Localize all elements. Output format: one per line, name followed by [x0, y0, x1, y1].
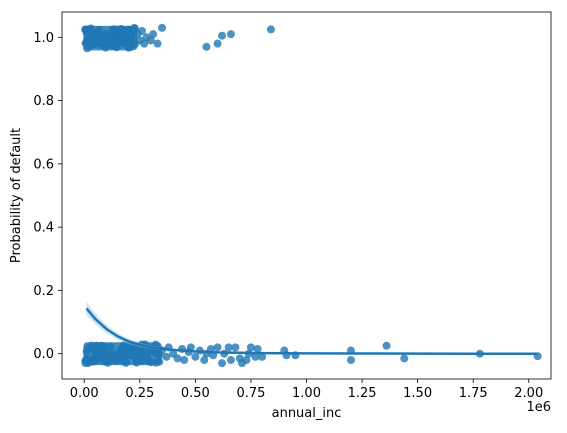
y-tick-label: 0.8 [33, 94, 54, 109]
x-tick-label: 1.50 [403, 386, 432, 401]
data-point [99, 345, 108, 354]
x-tick-label: 2.00 [514, 386, 543, 401]
x-axis-label: annual_inc [272, 406, 342, 421]
data-point [136, 346, 145, 355]
regression-fit-line [85, 307, 538, 355]
data-point [224, 343, 233, 352]
y-axis-label: Probability of default [9, 128, 24, 263]
x-tick-label: 1.00 [292, 386, 321, 401]
data-point [94, 31, 103, 40]
data-point [202, 42, 211, 51]
data-point [112, 356, 121, 365]
data-point [231, 343, 240, 352]
data-point [218, 359, 227, 368]
data-point [114, 35, 123, 44]
data-point [400, 354, 409, 363]
data-point [155, 357, 164, 366]
x-tick-label: 1.75 [459, 386, 488, 401]
data-point [146, 36, 155, 45]
x-tick-label: 1.25 [348, 386, 377, 401]
data-point [153, 39, 162, 48]
y-tick-label: 0.0 [33, 347, 54, 362]
data-point [100, 40, 109, 49]
data-point [138, 26, 147, 35]
data-point [382, 341, 391, 350]
data-point [213, 343, 222, 352]
data-point [127, 351, 136, 360]
data-point [200, 356, 209, 365]
data-point [119, 357, 128, 366]
data-point [213, 39, 222, 48]
data-point [151, 348, 160, 357]
data-point [346, 356, 355, 365]
y-tick-label: 1.0 [33, 31, 54, 46]
y-tick-label: 0.4 [33, 221, 54, 236]
data-point [82, 347, 91, 356]
fit-line-path [85, 307, 538, 355]
default-0-cluster [81, 340, 164, 368]
data-point [124, 32, 133, 41]
data-point [186, 343, 195, 352]
data-point [83, 44, 92, 53]
data-point [130, 23, 139, 32]
data-point [126, 40, 135, 49]
default-1-cluster [81, 23, 140, 53]
data-point [109, 41, 118, 50]
data-point [173, 354, 182, 363]
data-point [158, 23, 167, 32]
x-tick-label: 0.50 [181, 386, 210, 401]
data-point [81, 356, 90, 365]
data-point [191, 352, 200, 361]
y-tick-label: 0.6 [33, 157, 54, 172]
data-point [117, 24, 126, 33]
data-point [242, 356, 251, 365]
data-point [149, 30, 158, 39]
data-point [140, 39, 149, 48]
data-point [123, 26, 132, 35]
data-point [162, 352, 171, 361]
data-point [93, 354, 102, 363]
data-point [258, 352, 267, 361]
data-point [106, 342, 115, 351]
data-point [101, 32, 110, 41]
x-tick-label: 0.00 [70, 386, 99, 401]
x-tick-label: 0.25 [125, 386, 154, 401]
data-point [92, 348, 101, 357]
data-point [121, 347, 130, 356]
data-point [128, 345, 137, 354]
dense-point-bands [81, 23, 164, 368]
data-point [146, 358, 155, 367]
x-axis-offset-label: 1e6 [526, 400, 551, 415]
data-point [218, 31, 227, 40]
data-point [103, 358, 112, 367]
data-point [246, 343, 255, 352]
data-point [226, 356, 235, 365]
y-tick-label: 0.2 [33, 284, 54, 299]
data-point [253, 344, 262, 353]
data-point [266, 25, 275, 34]
x-axis-ticks: 0.00 0.25 0.50 0.75 1.00 1.25 1.50 1.75 2.00 [70, 379, 543, 401]
data-point [251, 352, 260, 361]
data-point [138, 354, 147, 363]
y-axis-ticks: 0.0 0.2 0.4 0.6 0.8 1.0 [33, 31, 62, 362]
data-point [226, 30, 235, 39]
data-point [180, 356, 189, 365]
data-point [87, 37, 96, 46]
x-tick-label: 0.75 [236, 386, 265, 401]
data-point [108, 26, 117, 35]
